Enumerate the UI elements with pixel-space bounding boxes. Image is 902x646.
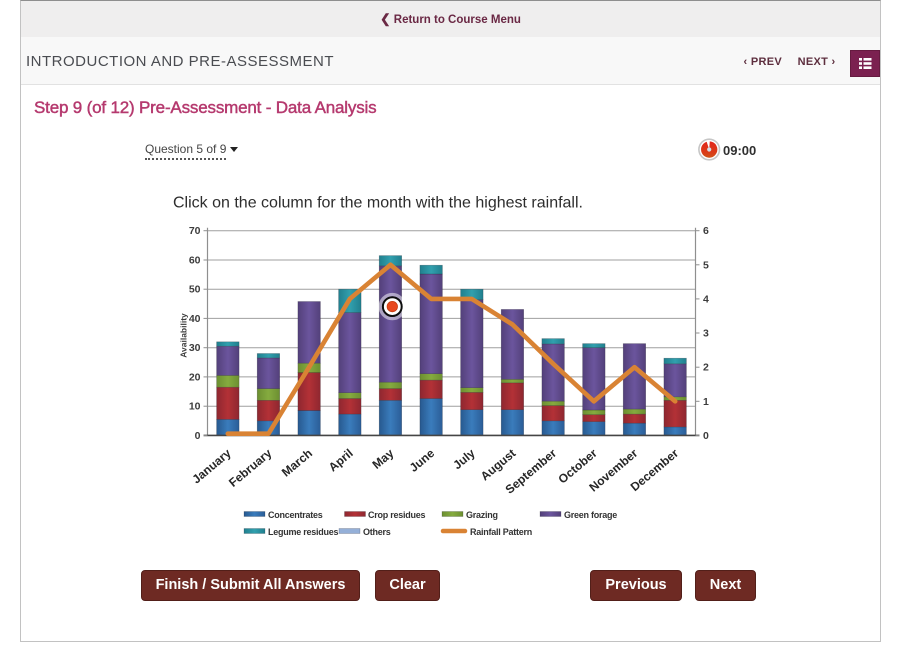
svg-text:60: 60: [189, 255, 201, 267]
svg-text:70: 70: [189, 225, 201, 237]
svg-text:1: 1: [703, 396, 709, 408]
svg-text:2: 2: [703, 362, 709, 374]
svg-text:20: 20: [189, 371, 201, 383]
svg-text:Concentrates: Concentrates: [268, 510, 323, 520]
svg-text:July: July: [450, 446, 478, 472]
svg-text:May: May: [370, 446, 397, 472]
svg-text:0: 0: [703, 430, 709, 442]
svg-text:March: March: [279, 446, 315, 479]
svg-text:30: 30: [189, 342, 201, 354]
svg-text:Others: Others: [363, 527, 391, 537]
svg-text:3: 3: [703, 328, 709, 340]
svg-text:Rainfall Pattern: Rainfall Pattern: [470, 527, 532, 537]
svg-text:4: 4: [703, 293, 709, 305]
svg-text:June: June: [407, 446, 438, 475]
svg-text:Legume residues: Legume residues: [268, 527, 339, 537]
svg-text:5: 5: [703, 259, 709, 271]
svg-text:April: April: [326, 446, 356, 474]
svg-text:Green forage: Green forage: [564, 510, 617, 520]
svg-text:0: 0: [195, 430, 201, 442]
svg-text:Crop residues: Crop residues: [368, 510, 426, 520]
svg-text:10: 10: [189, 401, 201, 413]
svg-text:Availability: Availability: [179, 313, 189, 358]
svg-text:Grazing: Grazing: [466, 510, 498, 520]
svg-text:50: 50: [189, 284, 201, 296]
svg-text:February: February: [226, 446, 275, 490]
svg-text:6: 6: [703, 225, 709, 237]
svg-text:40: 40: [189, 313, 201, 325]
svg-text:Click on the column for the mo: Click on the column for the month with t…: [173, 195, 583, 212]
